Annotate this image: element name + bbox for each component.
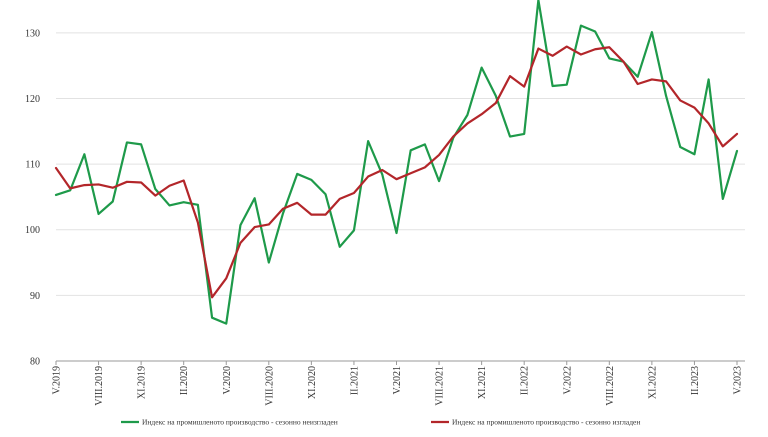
x-tick-label: V.2022 [562,366,573,394]
gridlines [56,32,745,296]
x-tick-label: II.2021 [349,366,360,395]
x-tick-label: VIII.2020 [264,366,275,406]
x-tick-label: XI.2021 [477,366,488,399]
y-tick-label: 110 [25,160,40,171]
legend: Индекс на промишленото производство - се… [121,418,640,427]
x-tick-label: II.2022 [520,366,531,395]
x-tick-label: II.2023 [690,366,701,395]
y-tick-label: 90 [30,291,40,302]
y-tick-label: 130 [25,28,40,39]
series-line-1 [54,0,739,325]
x-tick-label: V.2019 [52,366,63,394]
x-tick-label: VIII.2022 [605,366,616,406]
y-tick-label: 100 [25,225,40,236]
legend-label-2: Индекс на промишленото производство - се… [452,418,640,427]
x-tick-label: XI.2019 [137,366,148,399]
x-tick-label: V.2023 [733,366,744,394]
x-tick-label: VIII.2019 [94,366,105,406]
x-tick-label: II.2020 [179,366,190,395]
y-tick-label: 120 [25,94,40,105]
x-tick-label: XI.2020 [307,366,318,399]
axes: 80 90 100 110 120 130 V.2019 VIII.2019 XI.2019 II… [25,28,745,406]
series-line-2 [54,45,739,299]
y-tick-label: 80 [30,357,40,368]
legend-label-1: Индекс на промишленото производство - се… [142,418,338,427]
x-tick-label: V.2020 [222,366,233,394]
x-tick-label: XI.2022 [647,366,658,399]
series-lines [54,0,739,325]
x-tick-label: V.2021 [392,366,403,394]
x-tick-label: VIII.2021 [435,366,446,406]
